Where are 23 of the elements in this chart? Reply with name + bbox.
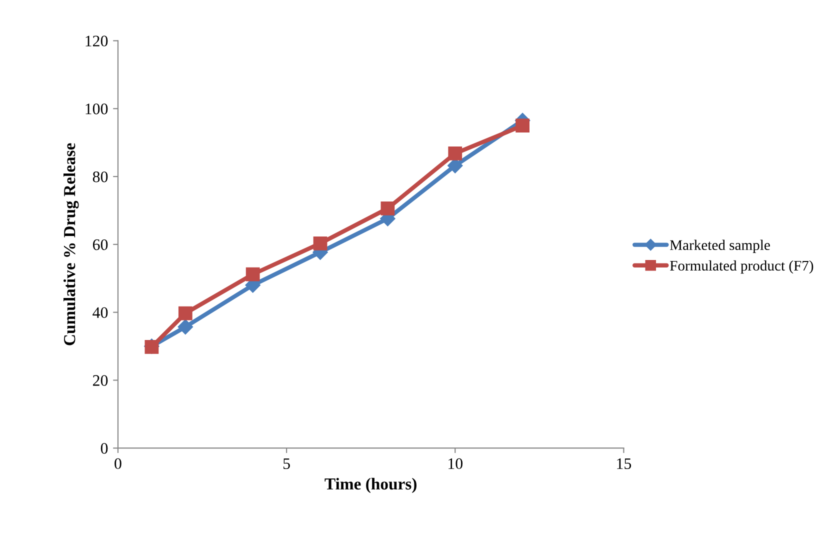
legend-label: Marketed sample [670,240,770,253]
point [178,319,193,334]
y-tick-label: 120 [86,36,108,46]
x-tick-label: 0 [114,458,122,470]
point [246,267,260,282]
y-tick-label: 0 [100,443,108,454]
point [380,201,395,216]
y-tick-label: 60 [92,239,108,250]
x-axis-title: Time (hours) [324,478,416,493]
y-tick-label: 20 [92,375,108,386]
y-tick-label: 80 [92,171,108,182]
point [448,158,463,174]
y-axis-title: Cumulative % Drug Release [63,143,79,346]
point [448,146,462,160]
point [516,118,530,133]
y-tick-label: 40 [92,307,108,318]
x-tick-label: 5 [283,458,290,470]
x-tick-label: 15 [617,458,632,470]
point [313,236,328,250]
x-tick-label: 10 [448,458,462,470]
point [178,306,192,320]
y-tick-label: 100 [86,104,108,114]
legend-label: Formulated product (F7) [670,260,814,274]
